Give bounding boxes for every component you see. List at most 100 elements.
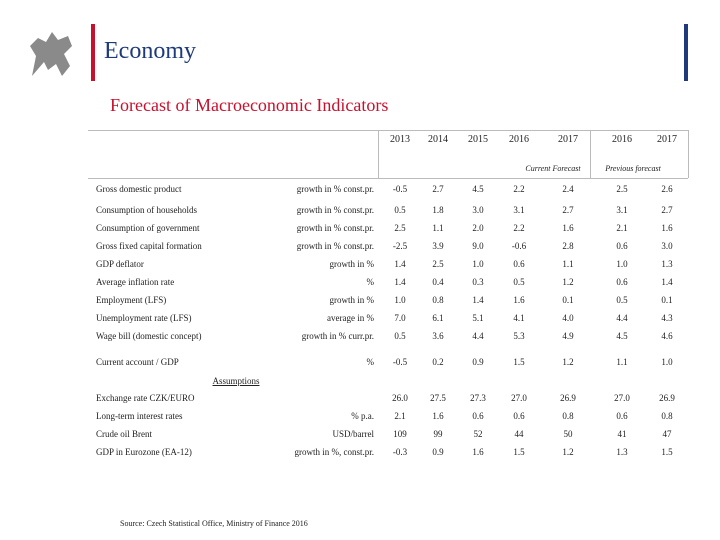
row-unit: average in % [327,313,374,323]
rule [688,130,689,178]
cell: 1.6 [513,295,525,305]
cell: 0.6 [513,411,525,421]
cell: 0.6 [616,277,628,287]
blue-bar [684,24,688,81]
row-label: Gross fixed capital formation [96,241,202,251]
cell: 0.5 [394,331,406,341]
year-header: 2017 [657,134,677,145]
cell: 0.2 [432,357,444,367]
cell: 1.0 [616,259,628,269]
cell: 27.0 [614,393,630,403]
row-label: Average inflation rate [96,277,175,287]
cell: 4.4 [472,331,484,341]
cell: 26.9 [560,393,576,403]
year-header: 2014 [428,134,448,145]
cell: 27.5 [430,393,446,403]
cell: 0.8 [661,411,673,421]
cell: 5.3 [513,331,525,341]
cell: 3.9 [432,241,444,251]
cell: 2.5 [432,259,444,269]
row-unit: growth in %, const.pr. [294,447,375,457]
row-label: Consumption of households [96,205,198,215]
cell: 44 [514,429,524,439]
source: Source: Czech Statistical Office, Minist… [120,519,308,528]
year-header: 2017 [558,134,578,145]
cell: 3.6 [432,331,444,341]
cell: 1.6 [432,411,444,421]
row-unit: growth in % curr.pr. [301,331,374,341]
year-header: 2016 [612,134,632,145]
cell: 2.2 [513,184,525,194]
cell: 2.8 [562,241,574,251]
year-header: 2016 [509,134,529,145]
row-label: Current account / GDP [96,357,179,367]
cell: 6.1 [432,313,444,323]
group-header: Current Forecast [525,164,581,173]
row-unit: growth in % const.pr. [296,184,374,194]
cell: 1.0 [394,295,406,305]
cell: 2.7 [432,184,444,194]
row-unit: % [366,357,375,367]
cell: 1.0 [472,259,484,269]
cell: 2.1 [616,223,628,233]
section-label: Assumptions [212,376,260,386]
cell: 0.8 [432,295,444,305]
cell: 4.3 [661,313,673,323]
cell: 0.9 [432,447,444,457]
cell: 27.3 [470,393,486,403]
cell: 3.1 [513,205,525,215]
cell: 109 [393,429,407,439]
row-unit: % [366,277,375,287]
cell: 27.0 [511,393,527,403]
cell: 3.1 [616,205,628,215]
cell: 26.9 [659,393,675,403]
cell: 9.0 [472,241,484,251]
cell: 1.6 [472,447,484,457]
cell: 0.1 [562,295,574,305]
cell: 99 [433,429,443,439]
rule [590,130,591,178]
cell: 7.0 [394,313,406,323]
cell: 0.8 [562,411,574,421]
row-unit: growth in % const.pr. [296,241,374,251]
year-header: 2013 [390,134,410,145]
cell: 26.0 [392,393,408,403]
cell: 1.4 [661,277,673,287]
cell: 4.5 [472,184,484,194]
cell: 0.6 [616,411,628,421]
cell: 1.0 [661,357,673,367]
row-label: Wage bill (domestic concept) [96,331,202,341]
cell: -0.3 [392,447,408,457]
row-unit: % p.a. [351,411,374,421]
cell: 4.9 [562,331,574,341]
cell: 0.4 [432,277,444,287]
row-unit: USD/barrel [332,429,375,439]
cell: 47 [662,429,672,439]
cell: -0.5 [392,184,408,194]
cell: 1.3 [616,447,628,457]
red-bar [91,24,95,81]
cell: 0.5 [513,277,525,287]
rule [88,178,688,179]
cell: 0.5 [394,205,406,215]
cell: 1.1 [432,223,444,233]
cell: 0.6 [513,259,525,269]
row-unit: growth in % const.pr. [296,223,374,233]
cell: 1.1 [562,259,574,269]
cell: -0.6 [511,241,527,251]
cell: -0.5 [392,357,408,367]
cell: 2.7 [562,205,574,215]
cell: 4.4 [616,313,628,323]
cell: 2.1 [394,411,406,421]
cell: 0.1 [661,295,673,305]
cell: 1.3 [661,259,673,269]
cell: 4.5 [616,331,628,341]
row-label: Long-term interest rates [96,411,183,421]
row-label: GDP in Eurozone (EA-12) [96,447,192,457]
row-label: Crude oil Brent [96,429,152,439]
row-unit: growth in % const.pr. [296,205,374,215]
cell: 2.7 [661,205,673,215]
cell: 1.2 [562,277,574,287]
cell: 0.5 [616,295,628,305]
